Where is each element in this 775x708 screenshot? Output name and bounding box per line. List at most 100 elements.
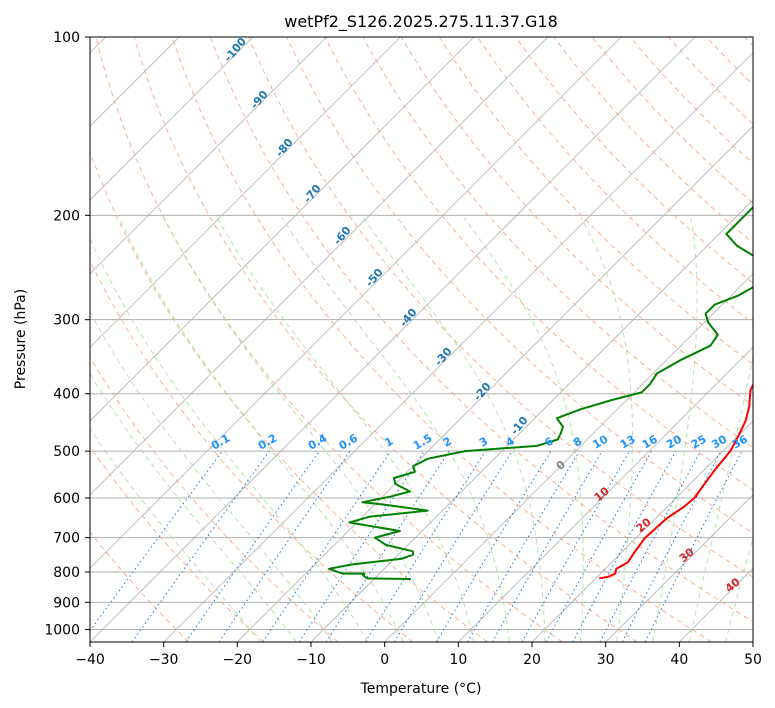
y-tick-label: 400 [53,387,80,403]
mixing-ratio-label: 13 [618,433,638,452]
dry-adiabat [90,356,339,642]
dry-adiabat-label: -80 [273,136,296,160]
mixing-ratio-label: 25 [689,433,709,452]
y-tick-label: 700 [53,531,80,547]
moist-adiabat [362,217,546,642]
isotherm-line [237,125,753,642]
isotherm-line [90,37,475,422]
isotherm-line [605,494,753,642]
mixing-ratio-line [599,450,701,642]
x-axis-ticks: −40 −30 −20 −10 0 10 20 30 40 50 [75,642,762,668]
mixing-ratio-line [298,450,425,642]
moist-adiabat-label: 40 [723,575,743,595]
mixing-ratio-label: 20 [664,432,684,451]
moist-adiabat [90,237,369,642]
dry-adiabat [706,37,753,86]
dry-adiabat [90,531,190,642]
x-tick-label: 10 [449,652,467,668]
moist-adiabat [90,427,261,642]
isobar-grid [90,37,753,630]
mixing-ratio-label: 0.1 [209,432,232,453]
dry-adiabat [400,37,753,407]
dry-adiabat [90,445,264,642]
moist-adiabat [163,217,439,642]
mixing-ratio-line [545,450,653,642]
y-tick-label: 600 [53,491,80,507]
x-axis-title: Temperature (°C) [360,681,482,697]
moist-adiabat [580,217,633,642]
moist-adiabats [90,217,753,642]
y-tick-label: 500 [53,444,80,460]
y-tick-label: 100 [53,30,80,46]
profile-series [328,205,753,580]
isotherm-line [90,37,622,569]
isotherm-line [752,641,753,642]
moist-adiabat [216,217,475,642]
mixing-ratio-lines [90,450,743,642]
dry-adiabat [248,37,753,578]
isotherm-line [90,37,401,348]
mixing-ratio-line [435,450,552,642]
mixing-ratio-line [644,450,743,642]
x-tick-label: −20 [223,652,253,668]
dry-adiabat [95,37,563,642]
y-tick-label: 800 [53,565,80,581]
x-tick-label: −40 [75,652,105,668]
x-tick-label: 50 [744,652,762,668]
dry-adiabat [362,37,753,449]
dry-adiabat [171,37,712,642]
x-tick-label: −30 [149,652,179,668]
moist-adiabat [652,217,698,642]
dry-adiabat-label: -70 [301,182,324,206]
moist-adiabat [281,217,510,642]
dry-adiabat [324,37,753,491]
x-tick-label: 40 [670,652,688,668]
mixing-ratio-label: 10 [590,432,610,451]
mixing-ratio-line [572,450,677,642]
x-tick-label: 0 [380,652,389,668]
chart-title: wetPf2_S126.2025.275.11.37.G18 [284,12,558,32]
dry-adiabat-label: -100 [221,35,249,65]
dry-adiabat [553,37,753,244]
isotherm-line [458,346,753,642]
moist-adiabat [118,217,404,642]
mixing-ratio-label: 0.4 [306,431,330,452]
temperature-profile-line [599,382,753,580]
isotherm-line [90,37,254,201]
y-axis-ticks: 100 200 300 400 500 600 700 800 900 1000 [44,30,90,638]
mixing-ratio-label: 16 [640,432,660,451]
y-tick-label: 300 [53,313,80,329]
dry-adiabat-label: -10 [508,414,531,438]
dry-adiabat-label: -40 [397,306,420,330]
dry-adiabat-label: -90 [248,88,271,112]
dry-adiabat-label: -20 [471,380,494,404]
y-tick-label: 900 [53,595,80,611]
moist-adiabat [463,217,584,642]
moist-adiabat-label: 10 [592,484,612,504]
dry-adiabat [438,37,753,366]
dry-adiabat-label: -50 [363,266,386,290]
mixing-ratio-line [185,450,320,642]
isotherm-line [531,420,753,642]
moist-adiabat-label: 30 [677,545,697,565]
mixing-ratio-label: 30 [709,432,729,451]
mixing-ratio-label: 8 [571,435,584,450]
mixing-ratio-line [364,450,486,642]
dry-adiabat [133,37,638,642]
isotherm-line [384,273,753,642]
isotherm-line [90,37,548,496]
moist-adiabat [688,355,753,642]
moist-adiabat [90,310,333,642]
y-tick-label: 1000 [44,622,80,638]
dewpoint-profile-line [328,205,753,580]
mixing-ratio-line [131,450,270,642]
x-tick-label: 20 [523,652,541,668]
isotherm-line [679,567,753,642]
isotherm-line [310,199,753,642]
mixing-ratio-label: 6 [543,434,556,449]
mixing-ratio-line [262,450,392,642]
mixing-ratio-label: 3 [477,435,490,450]
mixing-ratio-line [90,450,223,632]
skewed-isotherms [90,37,753,642]
